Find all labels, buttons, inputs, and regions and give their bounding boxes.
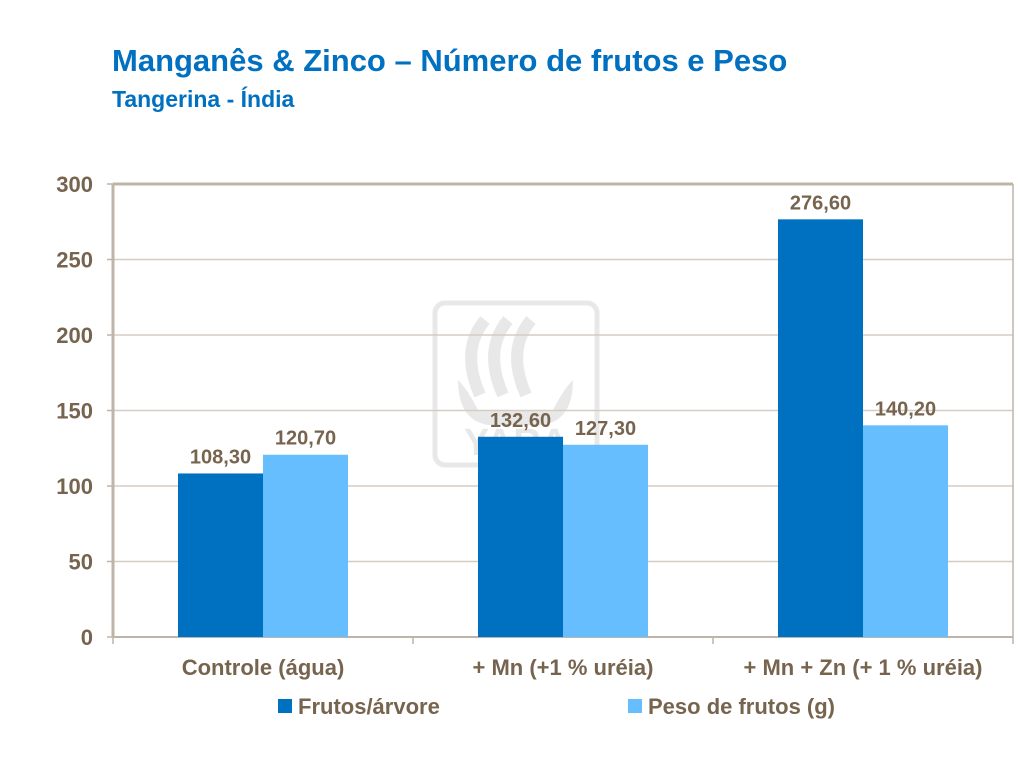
y-tick-label: 250 xyxy=(56,248,93,273)
x-tick-label: + Mn + Zn (+ 1 % uréia) xyxy=(743,655,982,680)
legend-swatch xyxy=(628,699,642,713)
data-label: 127,30 xyxy=(575,418,636,440)
chart-title: Manganês & Zinco – Número de frutos e Pe… xyxy=(112,43,788,78)
x-tick-label: Controle (água) xyxy=(182,655,345,680)
legend-label: Frutos/árvore xyxy=(298,694,440,719)
bar-peso xyxy=(263,454,348,637)
y-tick-label: 150 xyxy=(56,399,93,424)
y-tick-label: 50 xyxy=(69,550,93,575)
x-tick-label: + Mn (+1 % uréia) xyxy=(473,655,654,680)
bar-peso xyxy=(863,425,948,637)
legend-label: Peso de frutos (g) xyxy=(648,694,835,719)
y-tick-label: 200 xyxy=(56,323,93,348)
y-tick-label: 0 xyxy=(81,625,93,650)
data-label: 132,60 xyxy=(490,410,551,432)
y-tick-label: 300 xyxy=(56,172,93,197)
data-label: 276,60 xyxy=(790,192,851,214)
bar-frutos xyxy=(178,473,263,637)
bar-frutos xyxy=(778,219,863,638)
data-label: 140,20 xyxy=(875,398,936,420)
bar-peso xyxy=(563,444,648,637)
data-label: 120,70 xyxy=(275,428,336,450)
bar-frutos xyxy=(478,436,563,637)
legend-swatch xyxy=(278,699,292,713)
chart-subtitle: Tangerina - Índia xyxy=(112,86,295,112)
data-label: 108,30 xyxy=(190,446,251,468)
y-tick-label: 100 xyxy=(56,474,93,499)
